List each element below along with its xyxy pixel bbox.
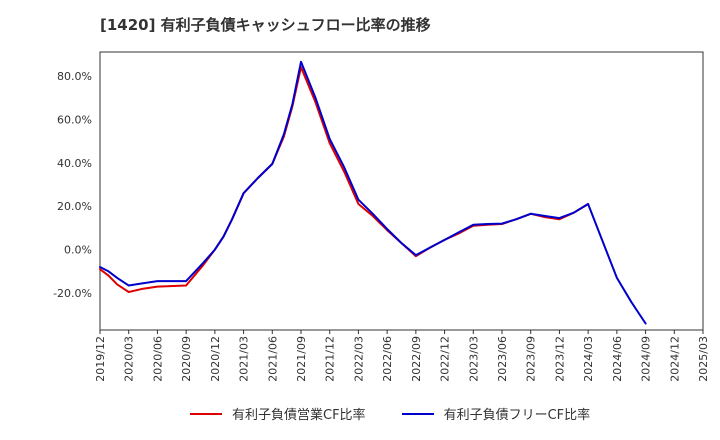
x-tick-label: 2022/03 (352, 336, 365, 382)
x-tick-label: 2024/12 (668, 336, 681, 382)
axis-layer (99, 51, 704, 334)
legend-label-operating-cf: 有利子負債営業CF比率 (232, 408, 366, 423)
series-line-free-cf (99, 60, 647, 325)
x-tick-label: 2021/09 (295, 336, 308, 382)
x-tick-label: 2020/03 (123, 336, 136, 382)
x-tick-label: 2021/12 (324, 336, 337, 382)
x-tick-label: 2019/12 (94, 336, 107, 382)
x-tick-label: 2022/12 (439, 336, 452, 382)
x-tick-label: 2023/03 (467, 336, 480, 382)
chart-title: [1420] 有利子負債キャッシュフロー比率の推移 (100, 16, 431, 34)
x-tick-label: 2020/12 (209, 336, 222, 382)
x-tick-label: 2024/06 (611, 336, 624, 382)
legend-item-operating-cf: 有利子負債営業CF比率 (190, 404, 366, 423)
x-tick-label: 2022/06 (381, 336, 394, 382)
x-tick-label: 2024/03 (582, 336, 595, 382)
legend-swatch-operating-cf (190, 412, 222, 415)
y-tick-label: -20.0% (53, 287, 92, 300)
y-tick-label: 0.0% (64, 244, 92, 257)
label-layer: -20.0% 0.0% 20.0% 40.0% 60.0% 80.0% 2019/12 202… (53, 70, 710, 382)
legend-item-free-cf: 有利子負債フリーCF比率 (401, 404, 591, 423)
x-tick-label: 2023/09 (525, 336, 538, 382)
x-tick-label: 2021/03 (238, 336, 251, 382)
y-tick-label: 40.0% (57, 157, 92, 170)
plot-frame (99, 51, 704, 331)
legend-label-free-cf: 有利子負債フリーCF比率 (443, 408, 591, 423)
x-tick-label: 2023/06 (496, 336, 509, 382)
x-tick-label: 2024/09 (640, 336, 653, 382)
legend: 有利子負債営業CF比率 有利子負債フリーCF比率 (190, 404, 626, 423)
x-tick-label: 2020/06 (151, 336, 164, 382)
x-tick-label: 2020/09 (180, 336, 193, 382)
x-tick-label: 2022/09 (410, 336, 423, 382)
y-tick-label: 80.0% (57, 70, 92, 83)
x-tick-label: 2023/12 (553, 336, 566, 382)
x-tick-label: 2021/06 (266, 336, 279, 382)
legend-swatch-free-cf (401, 412, 434, 415)
x-tick-label: 2025/03 (697, 336, 710, 382)
y-tick-label: 60.0% (57, 113, 92, 126)
series-layer (99, 60, 647, 325)
y-tick-label: 20.0% (57, 200, 92, 213)
